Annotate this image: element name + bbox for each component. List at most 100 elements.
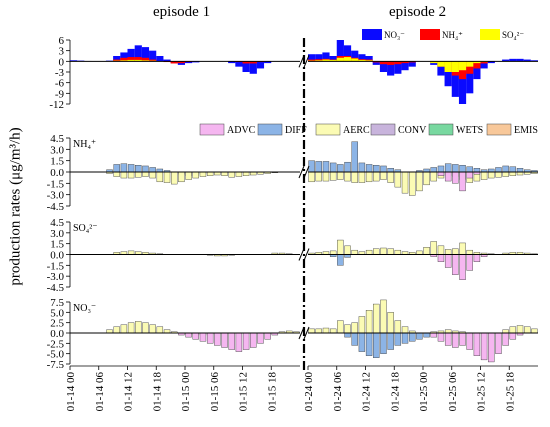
bar-advc (452, 332, 459, 348)
x-tick-label: 01-25 12 (476, 372, 488, 411)
bar-aerc (380, 247, 387, 255)
bar-no3 (141, 47, 150, 62)
y-tick-label: 0.0 (50, 167, 64, 179)
x-tick-label: 01-14 00 (65, 372, 77, 412)
bar-aerc (156, 326, 164, 334)
bar-no3 (502, 59, 510, 62)
bar-aerc (373, 303, 380, 334)
x-tick-label: 01-24 00 (303, 372, 315, 412)
bar-advc (466, 332, 473, 350)
bar-so4 (315, 60, 323, 62)
bar-advc (509, 332, 517, 340)
axis-break (303, 248, 310, 261)
bar-no3 (120, 52, 128, 62)
x-tick-label: 01-15 18 (266, 372, 278, 412)
bar-advc (459, 332, 466, 346)
bar-aerc (135, 321, 142, 334)
bar-aerc (329, 328, 337, 334)
bar-aerc (452, 248, 459, 255)
bar-aerc (337, 239, 344, 255)
bar-no3 (473, 61, 481, 80)
bar-no3 (329, 56, 337, 62)
legend-swatch (480, 29, 500, 40)
y-tick-label: 0.0 (50, 328, 64, 340)
legend-swatch (486, 123, 512, 136)
y-tick-label: -3.0 (47, 271, 65, 283)
bar-no3 (509, 58, 517, 62)
bar-so4 (336, 57, 344, 62)
x-tick-label: 01-14 06 (94, 372, 106, 412)
x-tick-label: 01-24 12 (361, 372, 373, 411)
x-tick-label: 01-24 18 (389, 372, 401, 412)
bar-aerc (308, 328, 315, 334)
x-tick-label: 01-15 06 (209, 372, 221, 412)
bar-diff (401, 332, 409, 344)
bar-so4 (343, 57, 352, 62)
bar-no3 (372, 61, 380, 65)
bar-aerc (416, 250, 423, 255)
y-tick-label: 4.5 (50, 217, 64, 229)
bar-nh4 (120, 57, 128, 62)
y-tick-label: -4.5 (47, 201, 65, 213)
bar-no3 (401, 61, 409, 71)
x-tick-label: 01-25 00 (418, 372, 430, 412)
bar-so4 (351, 58, 359, 62)
panel-label: SO₄²⁻ (73, 223, 98, 234)
bar-no3 (343, 45, 352, 62)
bar-diff (502, 165, 509, 173)
bar-aerc (308, 171, 315, 183)
bar-aerc (113, 171, 120, 177)
legend-swatch (420, 29, 440, 40)
bar-aerc (409, 171, 416, 196)
bar-nh4 (242, 61, 250, 64)
bar-advc (250, 332, 257, 348)
bar-aerc (387, 248, 394, 255)
bar-advc (235, 332, 243, 352)
bar-no3 (235, 61, 243, 67)
bar-diff (120, 163, 128, 173)
legend-swatch (257, 123, 283, 136)
bar-no3 (192, 61, 200, 63)
bar-aerc (365, 171, 373, 183)
bar-diff (365, 164, 373, 173)
bar-diff (351, 141, 358, 173)
y-tick-label: 5.0 (50, 307, 64, 319)
bar-so4 (134, 59, 142, 62)
bar-no3 (480, 61, 488, 69)
panel-label: NO₃⁻ (73, 303, 96, 314)
bar-diff (329, 162, 337, 173)
bar-so4 (141, 60, 150, 62)
bar-no3 (156, 56, 164, 62)
bar-advc (444, 332, 452, 346)
bar-aerc (315, 328, 322, 334)
bar-diff (380, 332, 387, 354)
bar-nh4 (141, 57, 150, 62)
y-tick-label: -3 (55, 67, 65, 79)
bar-aerc (502, 171, 509, 177)
bar-aerc (509, 326, 517, 334)
bar-no3 (365, 56, 373, 62)
x-tick-label: 01-14 18 (151, 372, 163, 412)
bar-no3 (322, 52, 330, 62)
axis-break (298, 165, 305, 179)
bar-diff (113, 164, 120, 173)
x-tick-label: 01-15 00 (180, 372, 192, 412)
legend-swatch (370, 123, 396, 136)
y-tick-label: -3.0 (47, 190, 65, 202)
bar-aerc (365, 249, 373, 255)
bar-no3 (264, 61, 272, 64)
bar-aerc (444, 249, 452, 255)
bar-no3 (437, 61, 445, 76)
y-tick-label: -7.5 (47, 359, 65, 371)
bar-aerc (423, 247, 430, 255)
bar-nh4 (466, 61, 474, 74)
bar-no3 (394, 61, 402, 74)
bar-advc (444, 171, 452, 182)
bar-advc (257, 332, 264, 344)
bar-diff (495, 167, 502, 173)
bar-no3 (113, 56, 121, 62)
bar-aerc (315, 171, 322, 182)
bar-diff (344, 161, 351, 173)
bar-no3 (163, 59, 171, 62)
